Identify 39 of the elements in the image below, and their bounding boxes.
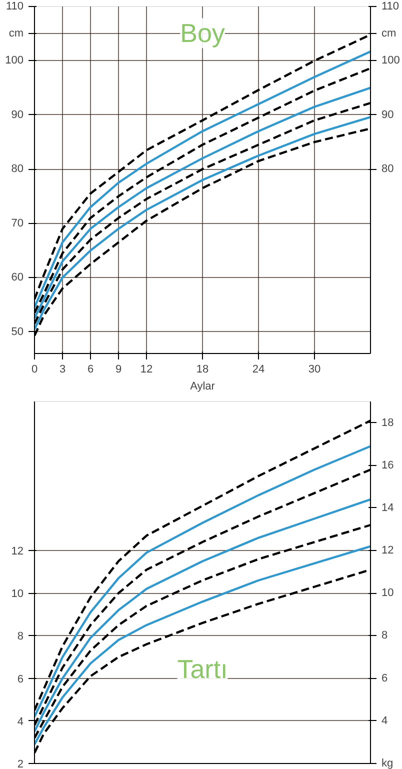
- x-tick-label: 0: [31, 364, 38, 376]
- y2-tick-label: 90: [382, 108, 394, 121]
- y2-tick-label: 100: [382, 54, 400, 67]
- y-tick-label: 10: [11, 588, 24, 600]
- text: Tartı: [177, 654, 228, 684]
- x-tick-label: 9: [115, 364, 122, 376]
- y-tick-label: 6: [17, 673, 24, 686]
- y2-tick-label: cm: [382, 28, 396, 40]
- y-tick-label: cm: [8, 28, 24, 40]
- x-tick-label: 3: [59, 364, 66, 376]
- y2-tick-label: 6: [382, 672, 388, 684]
- y2-tick-label: 110: [382, 0, 400, 12]
- y-tick-label: 4: [17, 716, 24, 728]
- y2-tick-label: 12: [382, 544, 394, 557]
- y-tick-label: 8: [17, 630, 24, 643]
- y2-tick-label: 16: [382, 459, 394, 472]
- y-tick-label: 100: [5, 54, 24, 67]
- y2-tick-label: 14: [382, 502, 394, 514]
- y2-tick-label: 10: [382, 587, 394, 600]
- text: Boy: [180, 18, 225, 48]
- y2-tick-label: kg: [382, 758, 394, 769]
- x-tick-label: 6: [87, 364, 94, 376]
- y2-tick-label: 18: [382, 416, 394, 429]
- y-tick-label: 90: [11, 108, 24, 121]
- y-tick-label: 70: [11, 217, 24, 230]
- y-tick-label: 2: [17, 758, 24, 769]
- y2-tick-label: 4: [382, 714, 388, 727]
- x-tick-label: 18: [196, 364, 209, 376]
- y2-tick-label: 8: [382, 630, 388, 642]
- y-tick-label: 60: [11, 272, 24, 284]
- y2-tick-label: 80: [382, 163, 394, 176]
- y-tick-label: 80: [11, 163, 24, 176]
- y-tick-label: 50: [11, 326, 24, 338]
- x-tick-label: 24: [252, 364, 265, 376]
- x-axis-title: Aylar: [190, 380, 216, 392]
- x-tick-label: 12: [140, 364, 153, 376]
- x-tick-label: 30: [308, 364, 321, 376]
- y-tick-label: 12: [11, 546, 24, 558]
- y-tick-label: 110: [6, 0, 24, 12]
